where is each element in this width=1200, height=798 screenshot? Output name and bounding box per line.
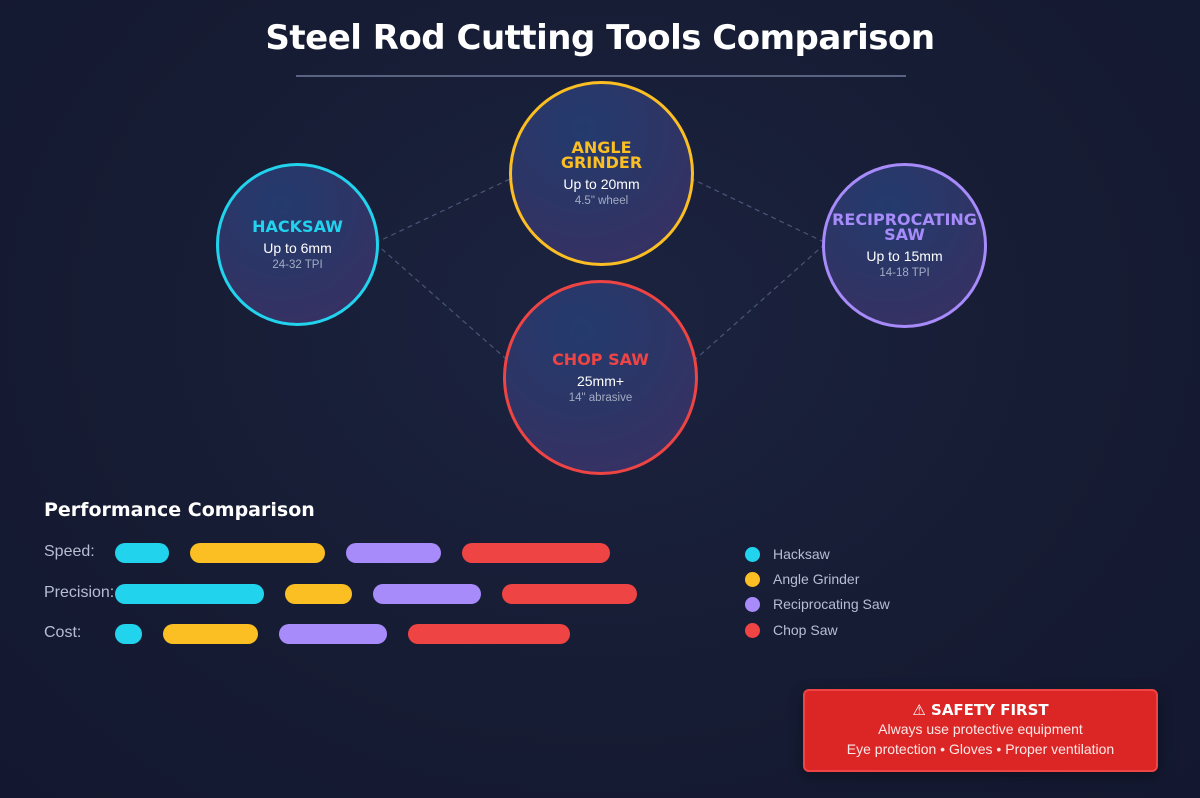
legend-dot: [745, 571, 760, 587]
legend-label: Reciprocating Saw: [773, 596, 890, 612]
metric-label-precision: Precision:: [44, 584, 115, 601]
tool-capacity: Up to 15mm: [866, 248, 943, 264]
bar-reciprocating-saw: [278, 624, 387, 644]
tool-spec: 14" abrasive: [568, 391, 633, 404]
legend-dot: [745, 622, 760, 638]
legend-label: Angle Grinder: [773, 571, 860, 587]
bar-angle-grinder: [190, 543, 325, 563]
bar-angle-grinder: [163, 624, 258, 644]
legend-label: Hacksaw: [773, 546, 830, 562]
connector-chop-recip: [679, 242, 827, 374]
bar-hacksaw: [115, 543, 169, 563]
performance-title: Performance Comparison: [44, 499, 315, 521]
page-title: Steel Rod Cutting Tools Comparison: [265, 18, 935, 58]
bar-hacksaw: [115, 584, 264, 604]
safety-notice: ⚠ SAFETY FIRST Always use protective equ…: [803, 689, 1158, 772]
bar-chop-saw: [407, 624, 570, 644]
bar-reciprocating-saw: [346, 543, 441, 563]
connector-grinder-recip: [689, 177, 827, 244]
tool-name: RECIPROCATING SAW: [832, 210, 977, 244]
legend-label: Chop Saw: [773, 622, 838, 638]
connector-hacksaw-grinder: [374, 177, 513, 244]
legend-item-reciprocating-saw: Reciprocating Saw: [745, 595, 890, 613]
safety-title: ⚠ SAFETY FIRST: [912, 701, 1049, 719]
tool-circle-reciprocating-saw: RECIPROCATING SAW Up to 15mm 14-18 TPI: [822, 163, 987, 328]
tool-name: HACKSAW: [252, 216, 343, 236]
legend-dot: [745, 546, 760, 562]
metric-label-cost: Cost:: [44, 624, 82, 641]
metric-label-speed: Speed:: [44, 543, 95, 560]
bar-angle-grinder: [284, 584, 352, 604]
tool-spec: 14-18 TPI: [879, 267, 930, 279]
bar-chop-saw: [461, 543, 610, 563]
safety-line-1: Always use protective equipment: [878, 721, 1083, 737]
tool-name: ANGLE GRINDER: [560, 138, 643, 172]
legend-item-hacksaw: Hacksaw: [745, 545, 830, 563]
tool-name: CHOP SAW: [552, 349, 649, 369]
bar-reciprocating-saw: [373, 584, 481, 604]
connector-hacksaw-chop: [374, 242, 523, 374]
tool-capacity: Up to 6mm: [263, 239, 332, 256]
bar-hacksaw: [115, 624, 142, 644]
tool-circle-chop-saw: CHOP SAW 25mm+ 14" abrasive: [503, 280, 698, 475]
legend-dot: [745, 596, 760, 612]
tool-capacity: Up to 20mm: [563, 176, 640, 192]
bar-chop-saw: [502, 584, 637, 604]
tool-circle-angle-grinder: ANGLE GRINDER Up to 20mm 4.5" wheel: [509, 81, 694, 266]
tool-spec: 4.5" wheel: [574, 195, 629, 207]
tool-capacity: 25mm+: [576, 372, 625, 389]
tool-spec: 24-32 TPI: [272, 258, 323, 271]
tool-circle-hacksaw: HACKSAW Up to 6mm 24-32 TPI: [216, 163, 379, 326]
legend-item-chop-saw: Chop Saw: [745, 621, 838, 639]
safety-line-2: Eye protection • Gloves • Proper ventila…: [846, 741, 1115, 757]
legend-item-angle-grinder: Angle Grinder: [745, 570, 859, 588]
title-divider: [296, 75, 906, 77]
